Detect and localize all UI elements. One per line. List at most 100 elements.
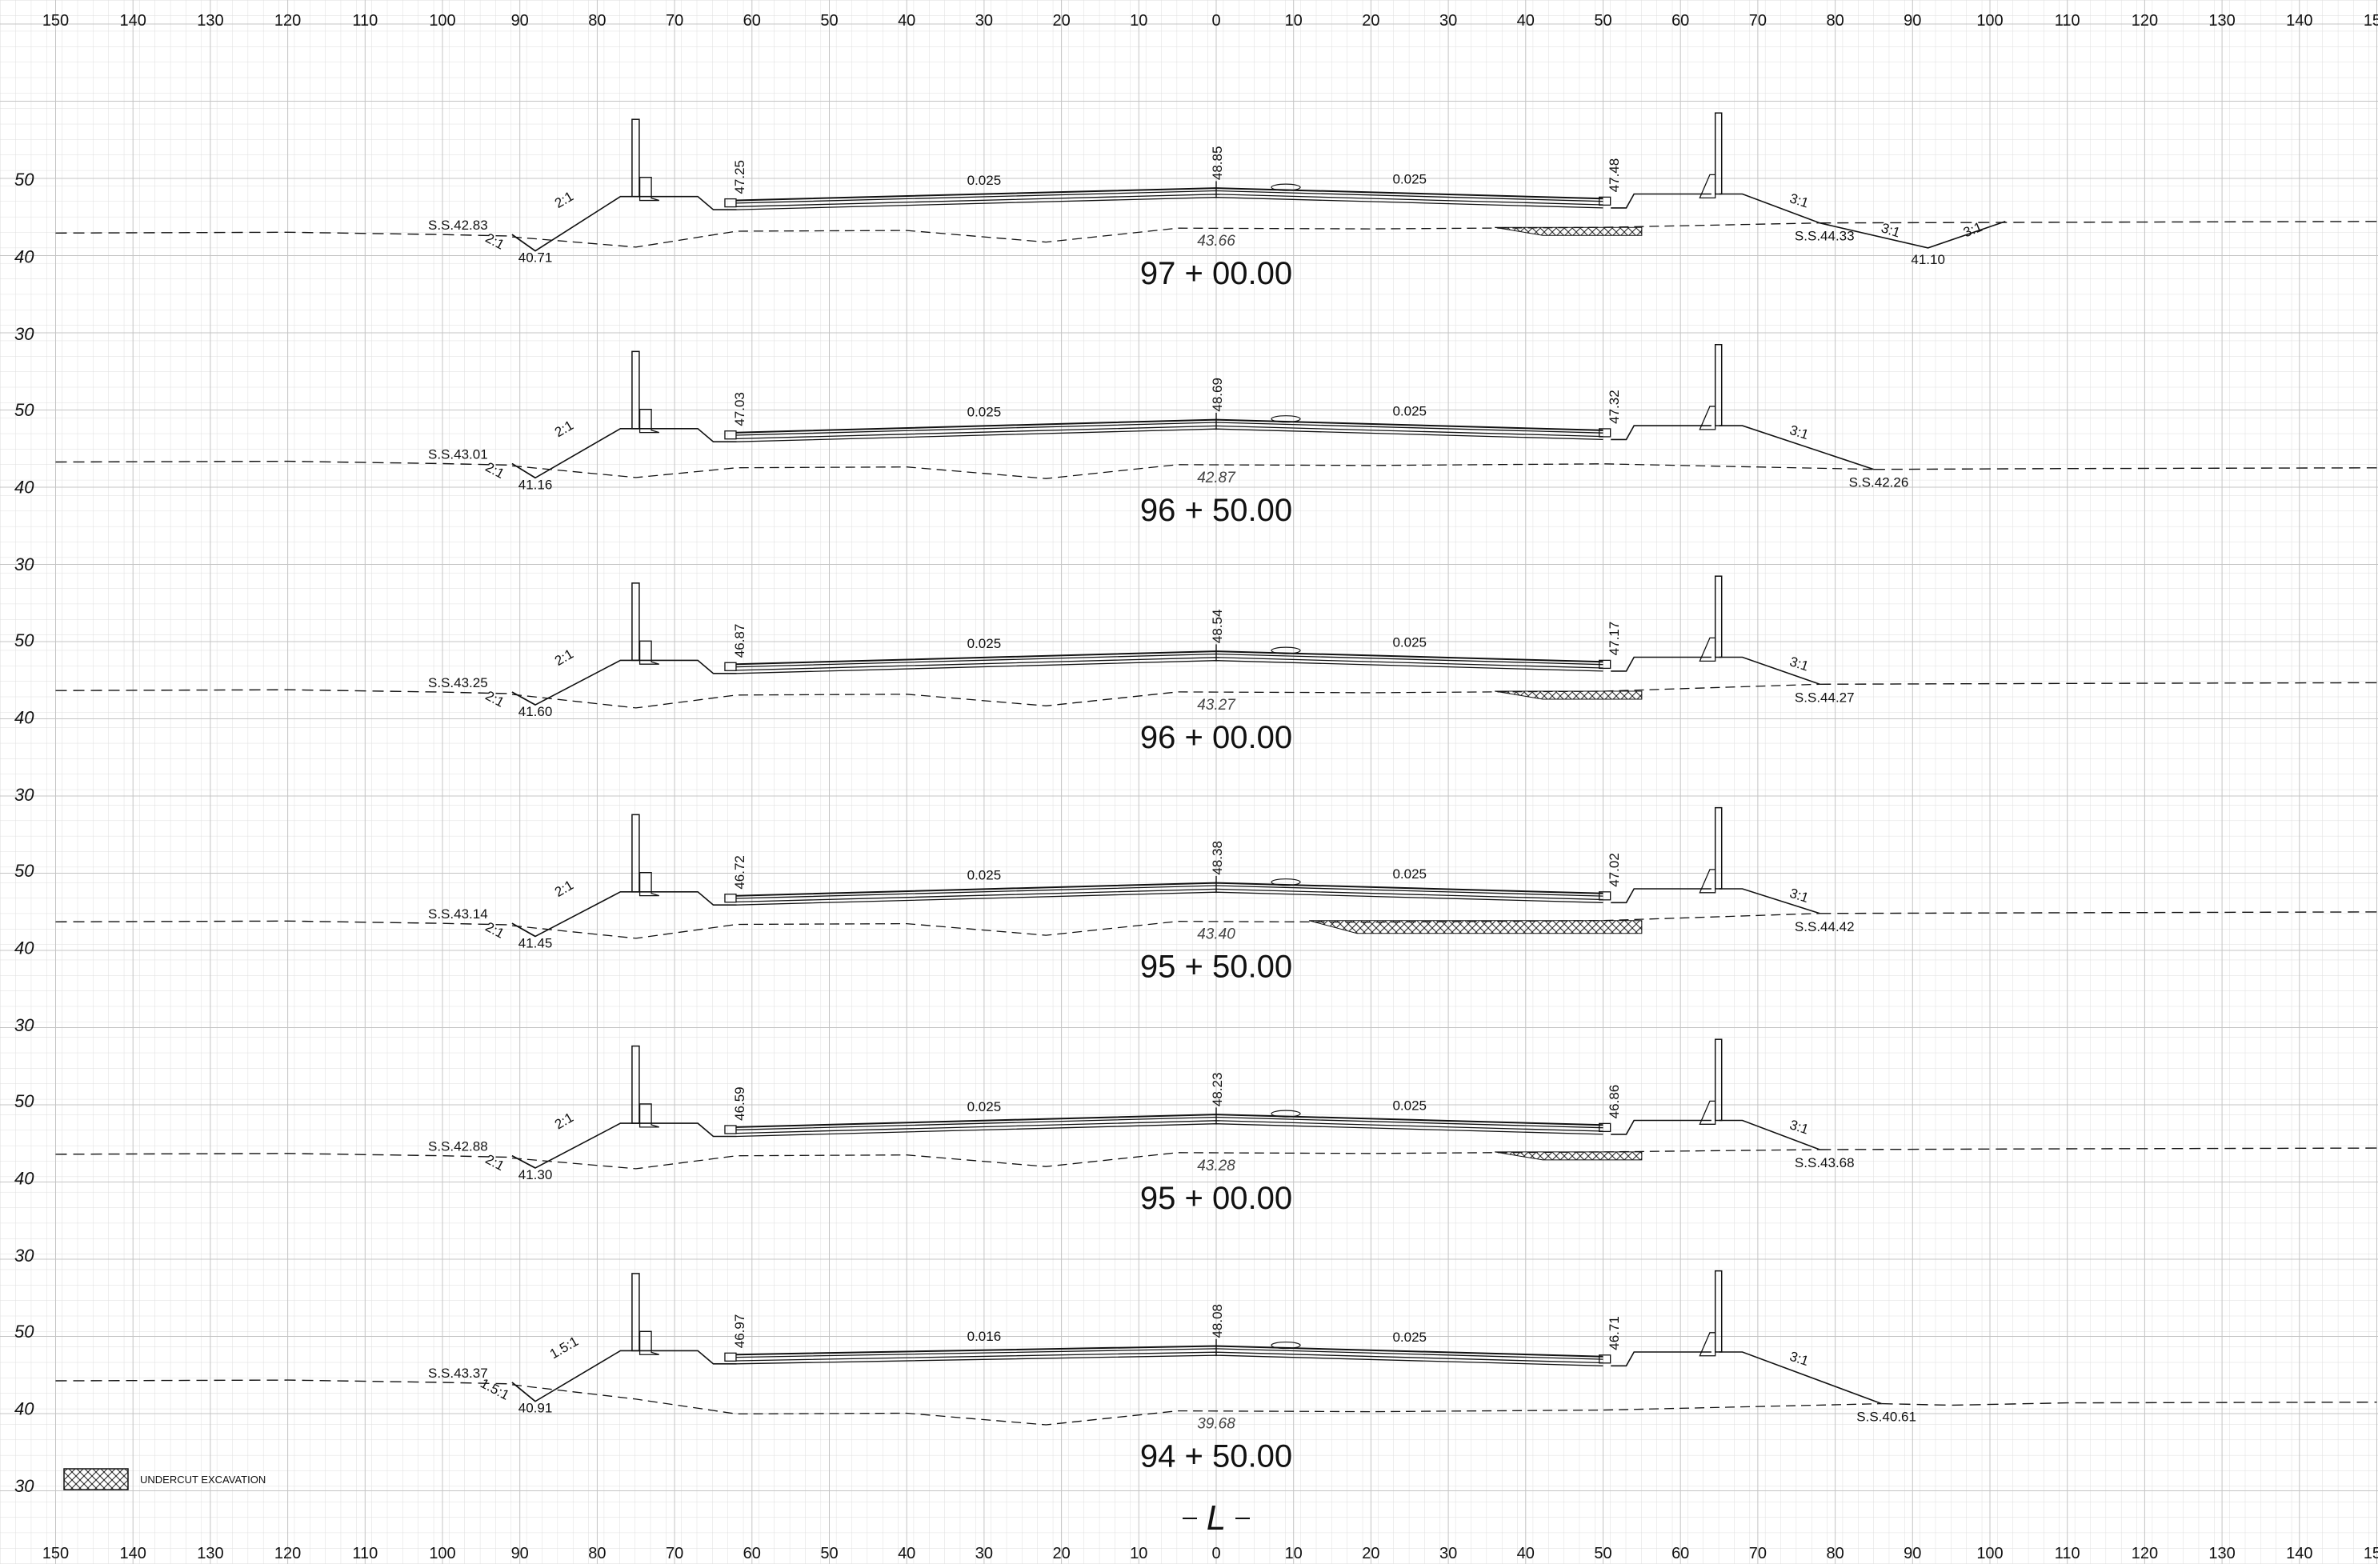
crown-elevation: 48.69 bbox=[1210, 378, 1225, 412]
right-slope-label: S.S.44.42 bbox=[1795, 919, 1855, 934]
elevation-tick: 50 bbox=[14, 861, 34, 881]
x-tick-top: 120 bbox=[2132, 12, 2158, 30]
right-sidewalk bbox=[1611, 1119, 1711, 1135]
subgrade-line bbox=[511, 1384, 1882, 1426]
elevation-tick: 30 bbox=[14, 1246, 34, 1266]
left-slope-label: S.S.42.83 bbox=[428, 218, 488, 233]
x-tick-bottom: 50 bbox=[1594, 1545, 1611, 1562]
x-tick-bottom: 20 bbox=[1052, 1545, 1070, 1562]
right-curb bbox=[1699, 869, 1716, 894]
left-curb bbox=[639, 1103, 659, 1128]
left-cross-slope: 0.025 bbox=[967, 868, 1002, 883]
right-curb bbox=[1699, 406, 1716, 430]
left-gutter bbox=[724, 1125, 737, 1134]
x-tick-top: 50 bbox=[1594, 12, 1611, 30]
subgrade-line bbox=[511, 222, 1820, 248]
x-tick-top: 10 bbox=[1285, 12, 1303, 30]
left-curb bbox=[639, 176, 659, 202]
x-tick-top: 0 bbox=[1211, 12, 1220, 30]
subgrade-elevation: 39.68 bbox=[1197, 1416, 1235, 1433]
x-tick-top: 40 bbox=[898, 12, 915, 30]
x-tick-top: 60 bbox=[743, 12, 761, 30]
x-tick-top: 10 bbox=[1130, 12, 1147, 30]
x-tick-top: 100 bbox=[429, 12, 455, 30]
right-sidewalk bbox=[1611, 888, 1711, 904]
right-gutter bbox=[1599, 428, 1611, 438]
x-tick-bottom: 60 bbox=[1671, 1545, 1689, 1562]
right-slope bbox=[1719, 888, 1820, 914]
left-slope-label: S.S.43.14 bbox=[428, 906, 488, 922]
left-ditch-elevation: 40.71 bbox=[518, 250, 553, 266]
subgrade-elevation: 43.28 bbox=[1197, 1158, 1235, 1174]
x-tick-top: 150 bbox=[42, 12, 69, 30]
right-gutter bbox=[1599, 1122, 1611, 1133]
x-tick-top: 20 bbox=[1052, 12, 1070, 30]
right-barrier-post bbox=[1714, 112, 1723, 195]
crown-bump bbox=[1271, 183, 1301, 191]
x-tick-bottom: 90 bbox=[1904, 1545, 1921, 1562]
left-gutter-elevation: 46.97 bbox=[732, 1314, 747, 1349]
x-tick-top: 70 bbox=[1749, 12, 1767, 30]
subgrade-elevation: 43.40 bbox=[1197, 926, 1235, 943]
x-tick-top: 110 bbox=[2055, 12, 2080, 30]
station-label: 95 + 00.00 bbox=[1140, 1181, 1292, 1216]
right-slope-label: S.S.43.68 bbox=[1795, 1155, 1855, 1170]
undercut-legend-swatch bbox=[63, 1468, 129, 1490]
left-curb bbox=[639, 1330, 659, 1355]
existing-ground-left bbox=[55, 689, 513, 694]
left-ditch-elevation: 41.60 bbox=[518, 704, 553, 719]
x-tick-top: 130 bbox=[2208, 12, 2235, 30]
left-gutter bbox=[724, 662, 737, 671]
crown-elevation: 48.85 bbox=[1210, 146, 1225, 181]
left-gutter-elevation: 47.03 bbox=[732, 392, 747, 426]
left-gutter-elevation: 46.72 bbox=[732, 855, 747, 890]
right-gutter-elevation: 46.71 bbox=[1607, 1316, 1622, 1350]
left-barrier-post bbox=[631, 1273, 640, 1352]
x-tick-bottom: 30 bbox=[1439, 1545, 1457, 1562]
x-tick-bottom: 30 bbox=[975, 1545, 993, 1562]
left-cross-slope: 0.025 bbox=[967, 636, 1002, 651]
elevation-tick: 30 bbox=[14, 1015, 34, 1035]
left-back-slope bbox=[511, 462, 536, 478]
right-slope-label: S.S.42.26 bbox=[1849, 475, 1909, 490]
right-gutter bbox=[1599, 891, 1611, 901]
x-tick-bottom: 140 bbox=[120, 1545, 146, 1562]
left-barrier-post bbox=[631, 582, 640, 662]
station-label: 95 + 50.00 bbox=[1140, 950, 1292, 985]
x-tick-bottom: 10 bbox=[1130, 1545, 1147, 1562]
right-ditch-elevation: 41.10 bbox=[1911, 252, 1945, 267]
subgrade-line bbox=[511, 683, 1820, 709]
right-sidewalk bbox=[1611, 1351, 1711, 1367]
elevation-tick: 50 bbox=[14, 630, 34, 650]
right-cross-slope: 0.025 bbox=[1392, 403, 1427, 418]
station-label: 97 + 00.00 bbox=[1140, 256, 1292, 291]
right-sidewalk bbox=[1611, 193, 1711, 209]
x-tick-top: 50 bbox=[820, 12, 838, 30]
subgrade-elevation: 43.66 bbox=[1197, 233, 1235, 250]
existing-ground-right bbox=[1881, 1402, 2377, 1406]
elevation-tick: 30 bbox=[14, 1476, 34, 1496]
right-barrier-post bbox=[1714, 1270, 1723, 1353]
left-barrier-post bbox=[631, 1045, 640, 1124]
undercut-hatch bbox=[1495, 226, 1643, 236]
x-tick-bottom: 90 bbox=[511, 1545, 529, 1562]
right-curb bbox=[1699, 1332, 1716, 1357]
x-tick-bottom: 50 bbox=[820, 1545, 838, 1562]
existing-ground-right bbox=[1820, 911, 2377, 914]
right-barrier-post bbox=[1714, 806, 1723, 890]
elevation-tick: 40 bbox=[14, 478, 34, 498]
crown-bump bbox=[1271, 646, 1301, 654]
left-back-slope bbox=[511, 691, 536, 706]
x-tick-bottom: 150 bbox=[2364, 1545, 2378, 1562]
elevation-tick: 40 bbox=[14, 1169, 34, 1189]
left-back-slope bbox=[511, 234, 536, 252]
x-tick-top: 100 bbox=[1976, 12, 2003, 30]
right-gutter-elevation: 46.86 bbox=[1607, 1085, 1622, 1119]
x-tick-top: 120 bbox=[274, 12, 301, 30]
station-label: 96 + 50.00 bbox=[1140, 493, 1292, 528]
right-curb bbox=[1699, 1100, 1716, 1125]
